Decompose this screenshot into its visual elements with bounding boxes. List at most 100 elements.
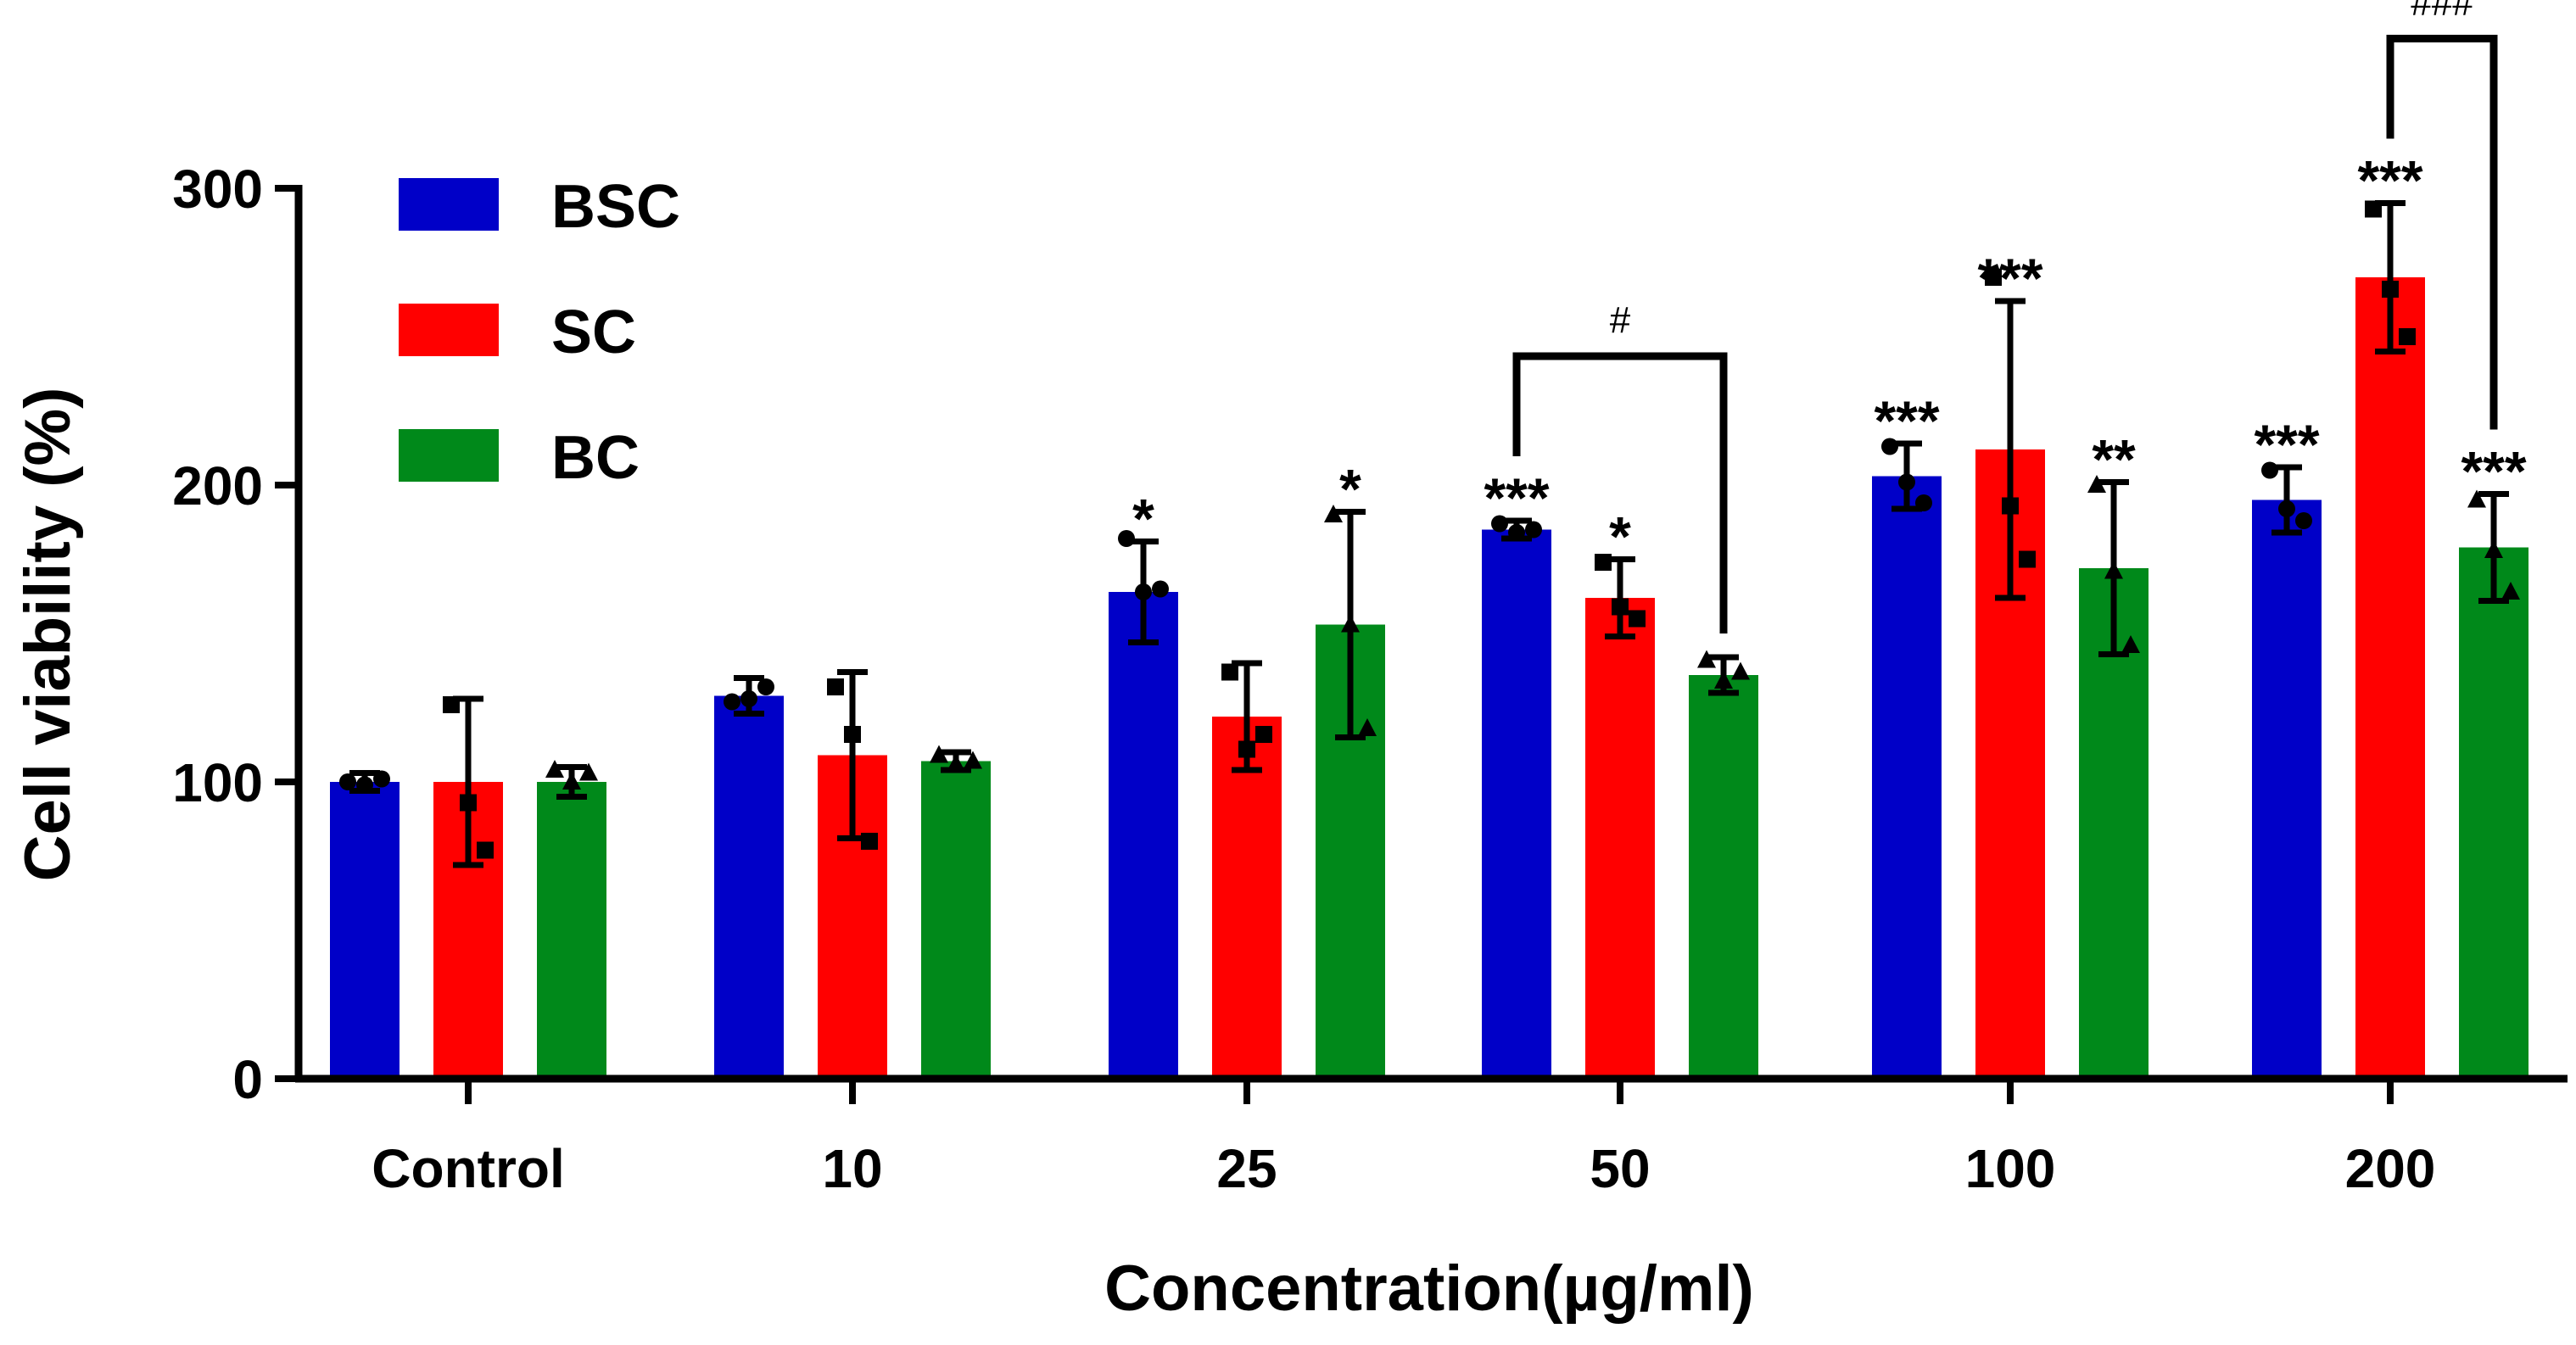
data-point bbox=[1238, 740, 1255, 758]
legend-label-bc: BC bbox=[551, 424, 640, 492]
data-point bbox=[339, 773, 356, 790]
bar-sc-50 bbox=[1585, 598, 1655, 1079]
data-point bbox=[1697, 650, 1716, 668]
data-point bbox=[1358, 718, 1377, 736]
comparison-brackets: #### bbox=[1512, 0, 2498, 633]
data-point bbox=[1341, 614, 1360, 633]
x-tick-label: 25 bbox=[1216, 1138, 1277, 1199]
significance-label: * bbox=[1339, 458, 1361, 521]
data-point bbox=[2261, 461, 2278, 479]
y-tick-label: 0 bbox=[232, 1049, 263, 1110]
significance-label: *** bbox=[1977, 247, 2042, 310]
data-point bbox=[2002, 497, 2019, 515]
data-point bbox=[861, 833, 878, 850]
data-point bbox=[2019, 550, 2036, 568]
bar-sc-25 bbox=[1212, 717, 1282, 1079]
bar-sc-200 bbox=[2355, 277, 2425, 1079]
plot-area: * ****** *********** ** *** #### bbox=[330, 0, 2529, 1079]
significance-label: *** bbox=[2461, 440, 2526, 503]
legend-swatch-bsc bbox=[399, 178, 499, 231]
x-tick-label: 10 bbox=[822, 1138, 882, 1199]
significance-label: * bbox=[1132, 488, 1154, 550]
data-point bbox=[1612, 598, 1629, 616]
data-point bbox=[740, 690, 757, 707]
significance-marks: * ****** *********** ** *** bbox=[1132, 149, 2527, 568]
data-point bbox=[2278, 500, 2295, 517]
data-point bbox=[1324, 505, 1343, 522]
x-tick-label: Control bbox=[372, 1138, 565, 1199]
data-point bbox=[2121, 635, 2140, 653]
x-tick-label: 100 bbox=[1965, 1138, 2056, 1199]
legend-label-sc: SC bbox=[551, 299, 636, 366]
bar-bsc-25 bbox=[1109, 592, 1178, 1079]
data-point bbox=[757, 678, 774, 695]
data-point bbox=[844, 726, 861, 743]
axes: 0 100 200 300 Control 10 25 50 100 200 bbox=[172, 159, 2568, 1199]
comparison-bracket bbox=[1512, 352, 1728, 633]
data-point bbox=[477, 841, 494, 859]
data-point bbox=[579, 762, 598, 781]
data-point bbox=[724, 693, 740, 711]
data-points bbox=[339, 200, 2520, 859]
data-point bbox=[1118, 530, 1135, 547]
y-tick-label: 100 bbox=[172, 752, 263, 813]
data-point bbox=[1915, 494, 1932, 511]
significance-label: *** bbox=[1484, 466, 1549, 529]
data-point bbox=[1881, 438, 1898, 455]
comparison-label: # bbox=[1610, 299, 1631, 341]
legend-swatch-sc bbox=[399, 304, 499, 356]
data-point bbox=[1985, 269, 2002, 286]
significance-label: *** bbox=[2357, 149, 2422, 212]
y-axis-title: Cell viability (%) bbox=[12, 388, 84, 882]
data-point bbox=[1629, 610, 1646, 628]
data-point bbox=[947, 754, 965, 772]
y-tick-label: 300 bbox=[172, 159, 263, 220]
data-point bbox=[827, 678, 844, 695]
significance-label: *** bbox=[1874, 389, 1939, 452]
legend-label-bsc: BSC bbox=[551, 173, 680, 241]
data-point bbox=[2501, 582, 2520, 600]
data-point bbox=[356, 776, 373, 794]
significance-label: * bbox=[1609, 505, 1631, 568]
data-point bbox=[1731, 661, 1750, 680]
data-point bbox=[2365, 200, 2382, 218]
legend-swatch-bc bbox=[399, 429, 499, 482]
bar-bsc-100 bbox=[1872, 476, 1942, 1079]
data-point bbox=[545, 760, 564, 778]
bar-bc-50 bbox=[1689, 675, 1758, 1079]
data-point bbox=[2484, 540, 2503, 558]
comparison-label: ### bbox=[2411, 0, 2473, 24]
data-point bbox=[2087, 475, 2106, 493]
data-point bbox=[1508, 524, 1525, 541]
bar-bsc-50 bbox=[1482, 529, 1551, 1079]
data-point bbox=[2467, 489, 2486, 508]
x-axis-title: Concentration(µg/ml) bbox=[1104, 1253, 1754, 1325]
data-point bbox=[2382, 281, 2399, 298]
bar-bc-control bbox=[537, 782, 606, 1079]
data-point bbox=[1255, 726, 1272, 743]
data-point bbox=[2399, 328, 2416, 345]
y-tick-label: 200 bbox=[172, 455, 263, 516]
x-tick-label: 200 bbox=[2345, 1138, 2436, 1199]
data-point bbox=[964, 751, 982, 769]
bar-bsc-10 bbox=[714, 695, 784, 1079]
significance-label: ** bbox=[2092, 428, 2136, 491]
legend: BSC SC BC bbox=[399, 173, 680, 492]
data-point bbox=[373, 770, 390, 788]
bar-bsc-200 bbox=[2252, 499, 2322, 1079]
bar-bc-200 bbox=[2459, 547, 2529, 1079]
error-bars bbox=[349, 200, 2509, 868]
data-point bbox=[2295, 512, 2312, 529]
data-point bbox=[1595, 554, 1612, 571]
bars bbox=[330, 277, 2529, 1079]
bar-bsc-control bbox=[330, 782, 400, 1079]
x-tick-label: 50 bbox=[1590, 1138, 1650, 1199]
comparison-bracket bbox=[2386, 35, 2498, 430]
bar-bc-10 bbox=[921, 761, 991, 1079]
significance-label: *** bbox=[2254, 413, 2319, 476]
data-point bbox=[1221, 663, 1238, 681]
data-point bbox=[1135, 583, 1152, 600]
data-point bbox=[2104, 561, 2123, 579]
data-point bbox=[460, 794, 477, 812]
